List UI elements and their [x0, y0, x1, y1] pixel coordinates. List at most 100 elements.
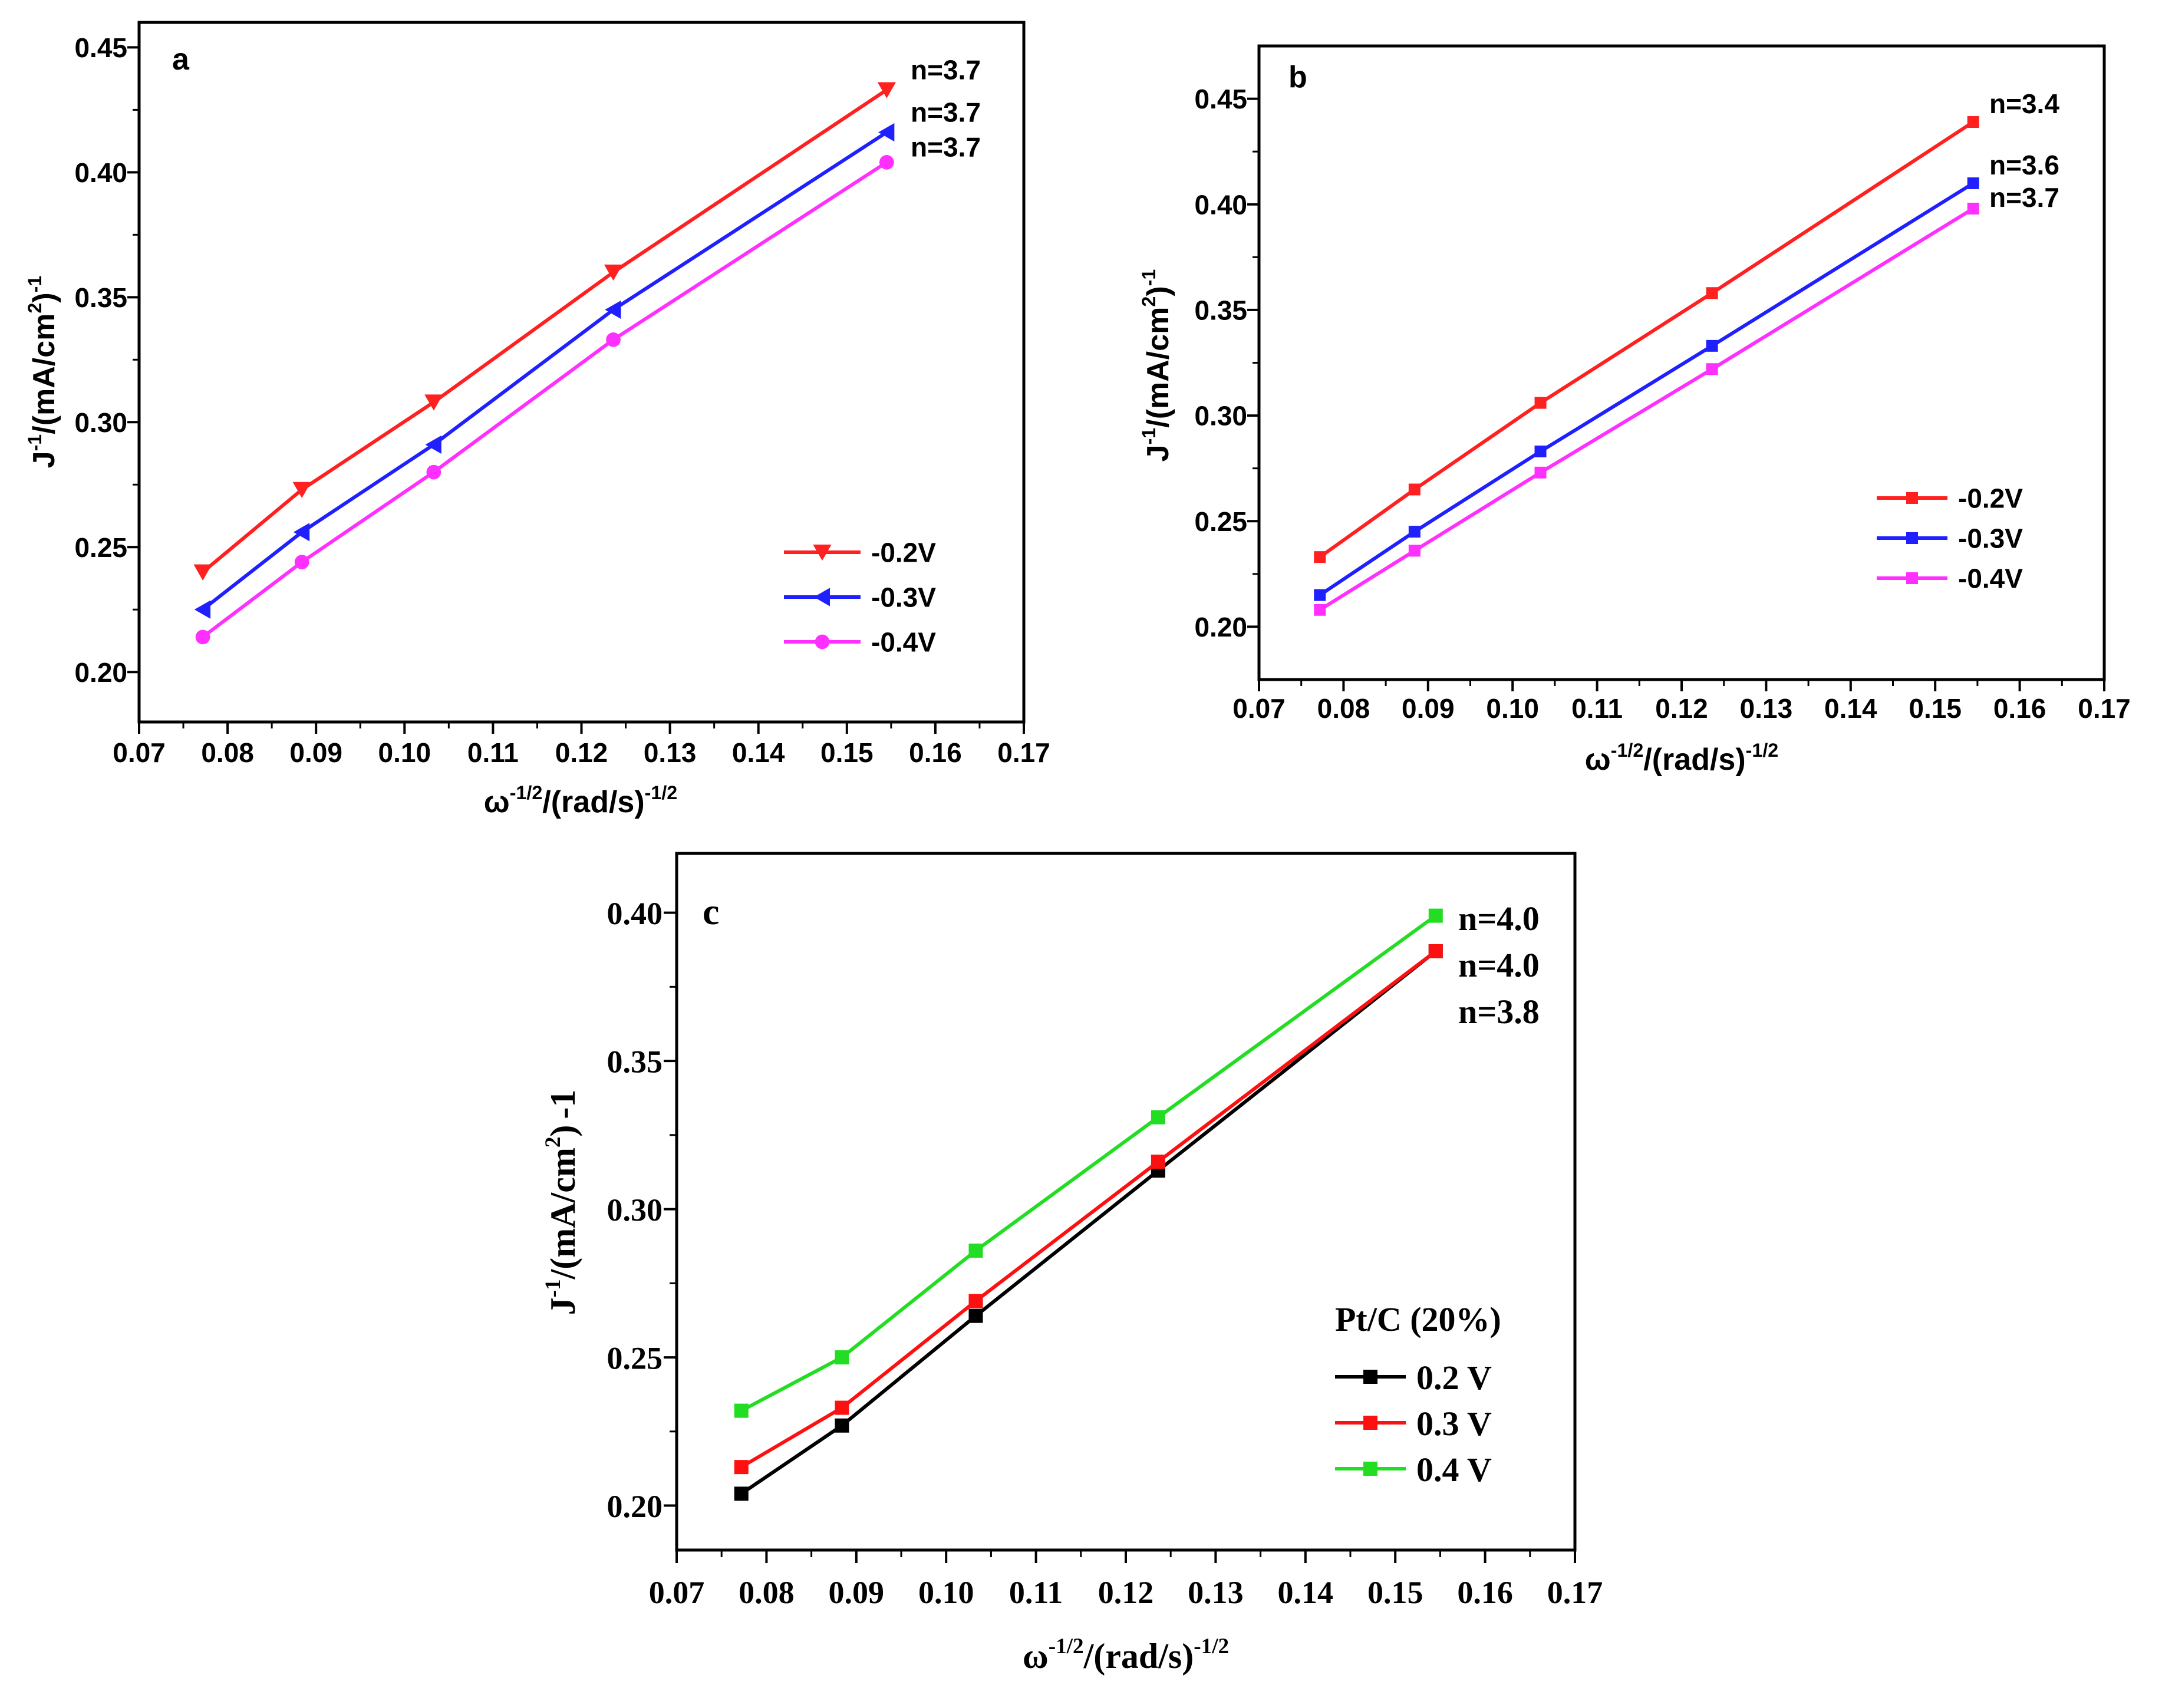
y-tick-label: 0.35 [607, 1044, 663, 1080]
y-tick-label: 0.40 [607, 896, 663, 931]
n-label: n=3.6 [1989, 150, 2059, 180]
legend-label: 0.2 V [1416, 1359, 1492, 1397]
x-tick-label: 0.12 [555, 737, 608, 768]
data-point [1967, 116, 1979, 128]
data-point [604, 264, 623, 281]
x-axis-title-sup: -1/2 [1049, 1634, 1084, 1658]
y-axis-title-tail: -1 [543, 1090, 582, 1119]
x-tick-label: 0.16 [909, 737, 962, 768]
y-axis-title-close: ) [1141, 286, 1175, 296]
data-point [1408, 526, 1421, 538]
data-point [1314, 551, 1326, 563]
x-tick-label: 0.10 [1486, 693, 1539, 724]
data-point [193, 564, 212, 581]
x-tick-label: 0.08 [201, 737, 254, 768]
x-tick-label: 0.07 [1232, 693, 1286, 724]
x-axis-title-base: ω [1585, 743, 1611, 777]
y-tick-label: 0.45 [1194, 84, 1247, 114]
x-tick-label: 0.17 [1547, 1575, 1603, 1610]
x-tick-label: 0.11 [1009, 1575, 1063, 1610]
legend-title: Pt/C (20%) [1335, 1300, 1501, 1338]
x-axis-title: ω-1/2/(rad/s)-1/2 [1023, 1634, 1229, 1676]
data-point [606, 332, 621, 347]
data-point [968, 1243, 983, 1258]
y-axis-title-mid: /(mA/cm [27, 314, 61, 434]
x-tick-label: 0.14 [732, 737, 785, 768]
legend: -0.2V -0.3V -0.4V [1877, 483, 2023, 594]
legend-label: -0.2V [871, 538, 936, 568]
x-axis-title-mid: /(rad/s) [1643, 743, 1745, 777]
x-axis-title-base: ω [484, 785, 510, 819]
x-tick-label: 0.09 [289, 737, 342, 768]
panel-label: b [1288, 60, 1307, 94]
data-point [1314, 589, 1326, 601]
x-tick-label: 0.13 [1740, 693, 1793, 724]
data-point [1706, 363, 1718, 375]
n-label: n=3.7 [911, 131, 981, 162]
n-label: n=3.7 [911, 97, 981, 128]
legend-marker [1363, 1370, 1377, 1384]
n-label: n=3.8 [1458, 993, 1540, 1031]
data-point [195, 629, 210, 645]
data-point [1534, 446, 1547, 457]
x-axis-title-sup: -1/2 [1194, 1634, 1229, 1658]
legend-label: 0.4 V [1416, 1450, 1492, 1489]
y-tick-label: 0.20 [607, 1489, 663, 1524]
y-tick-label: 0.45 [74, 32, 127, 63]
x-axis-title-sup: -1/2 [1611, 740, 1644, 761]
y-axis-title-sup: 2 [541, 1137, 565, 1148]
data-point [1428, 908, 1443, 923]
chart-panel-c: 0.07 0.08 0.09 0.10 0.11 0.12 0.13 0.14 0.15 0.16… [541, 852, 1603, 1676]
legend-marker [813, 545, 832, 561]
x-tick-label: 0.17 [2078, 693, 2131, 724]
x-tick-label: 0.08 [739, 1575, 795, 1610]
x-tick-label: 0.10 [378, 737, 431, 768]
y-axis-title-sup: -1 [1138, 269, 1159, 286]
y-axis-title: J-1/(mA/cm2)-1 [1138, 269, 1175, 462]
x-axis-title: ω-1/2/(rad/s)-1/2 [484, 782, 677, 819]
x-tick-label: 0.15 [1909, 693, 1962, 724]
y-tick-label: 0.35 [1194, 295, 1247, 325]
data-point [1408, 545, 1421, 557]
y-tick-label: 0.25 [74, 532, 127, 563]
y-axis-title-sup: -1 [1138, 428, 1159, 445]
x-tick-label: 0.11 [1571, 693, 1623, 724]
x-axis-title-sup: -1/2 [645, 782, 678, 803]
y-axis-title-base: J [1141, 444, 1175, 461]
data-point [879, 155, 894, 170]
data-point [734, 1486, 749, 1501]
y-axis-title: J-1/(mA/cm2)-1 [541, 1090, 582, 1315]
n-label: n=3.7 [1989, 182, 2059, 213]
x-axis-title-mid: /(rad/s) [1083, 1637, 1194, 1676]
data-point [1706, 339, 1718, 352]
data-point [1151, 1110, 1165, 1125]
y-tick-label: 0.25 [607, 1341, 663, 1376]
x-tick-label: 0.08 [1317, 693, 1370, 724]
x-tick-label: 0.12 [1655, 693, 1708, 724]
legend-label: -0.4V [871, 627, 936, 658]
data-point [605, 300, 621, 319]
x-tick-label: 0.15 [820, 737, 874, 768]
y-tick-label: 0.20 [74, 657, 127, 688]
data-point [294, 555, 309, 570]
x-axis-title-sup: -1/2 [1746, 740, 1779, 761]
data-point [878, 123, 895, 142]
x-tick-label: 0.16 [1993, 693, 2046, 724]
y-tick-label: 0.25 [1194, 506, 1247, 537]
x-tick-label: 0.12 [1098, 1575, 1154, 1610]
y-tick-label: 0.30 [607, 1192, 663, 1228]
data-point [292, 482, 311, 499]
x-axis-title-mid: /(rad/s) [542, 785, 644, 819]
legend-marker [1363, 1462, 1377, 1476]
chart-panel-b: 0.07 0.08 0.09 0.10 0.11 0.12 0.13 0.14 0.15 0.16… [1138, 44, 2131, 777]
data-point [1428, 944, 1443, 958]
y-axis-title-base: J [27, 451, 61, 468]
data-point [293, 523, 310, 542]
legend-marker [1363, 1416, 1377, 1430]
legend-label: 0.3 V [1416, 1404, 1492, 1443]
x-tick-label: 0.09 [829, 1575, 885, 1610]
data-point [1314, 604, 1326, 616]
x-tick-label: 0.15 [1367, 1575, 1423, 1610]
chart-panel-a: 0.07 0.08 0.09 0.10 0.11 0.12 0.13 0.14 0.15 0.16… [24, 21, 1050, 819]
